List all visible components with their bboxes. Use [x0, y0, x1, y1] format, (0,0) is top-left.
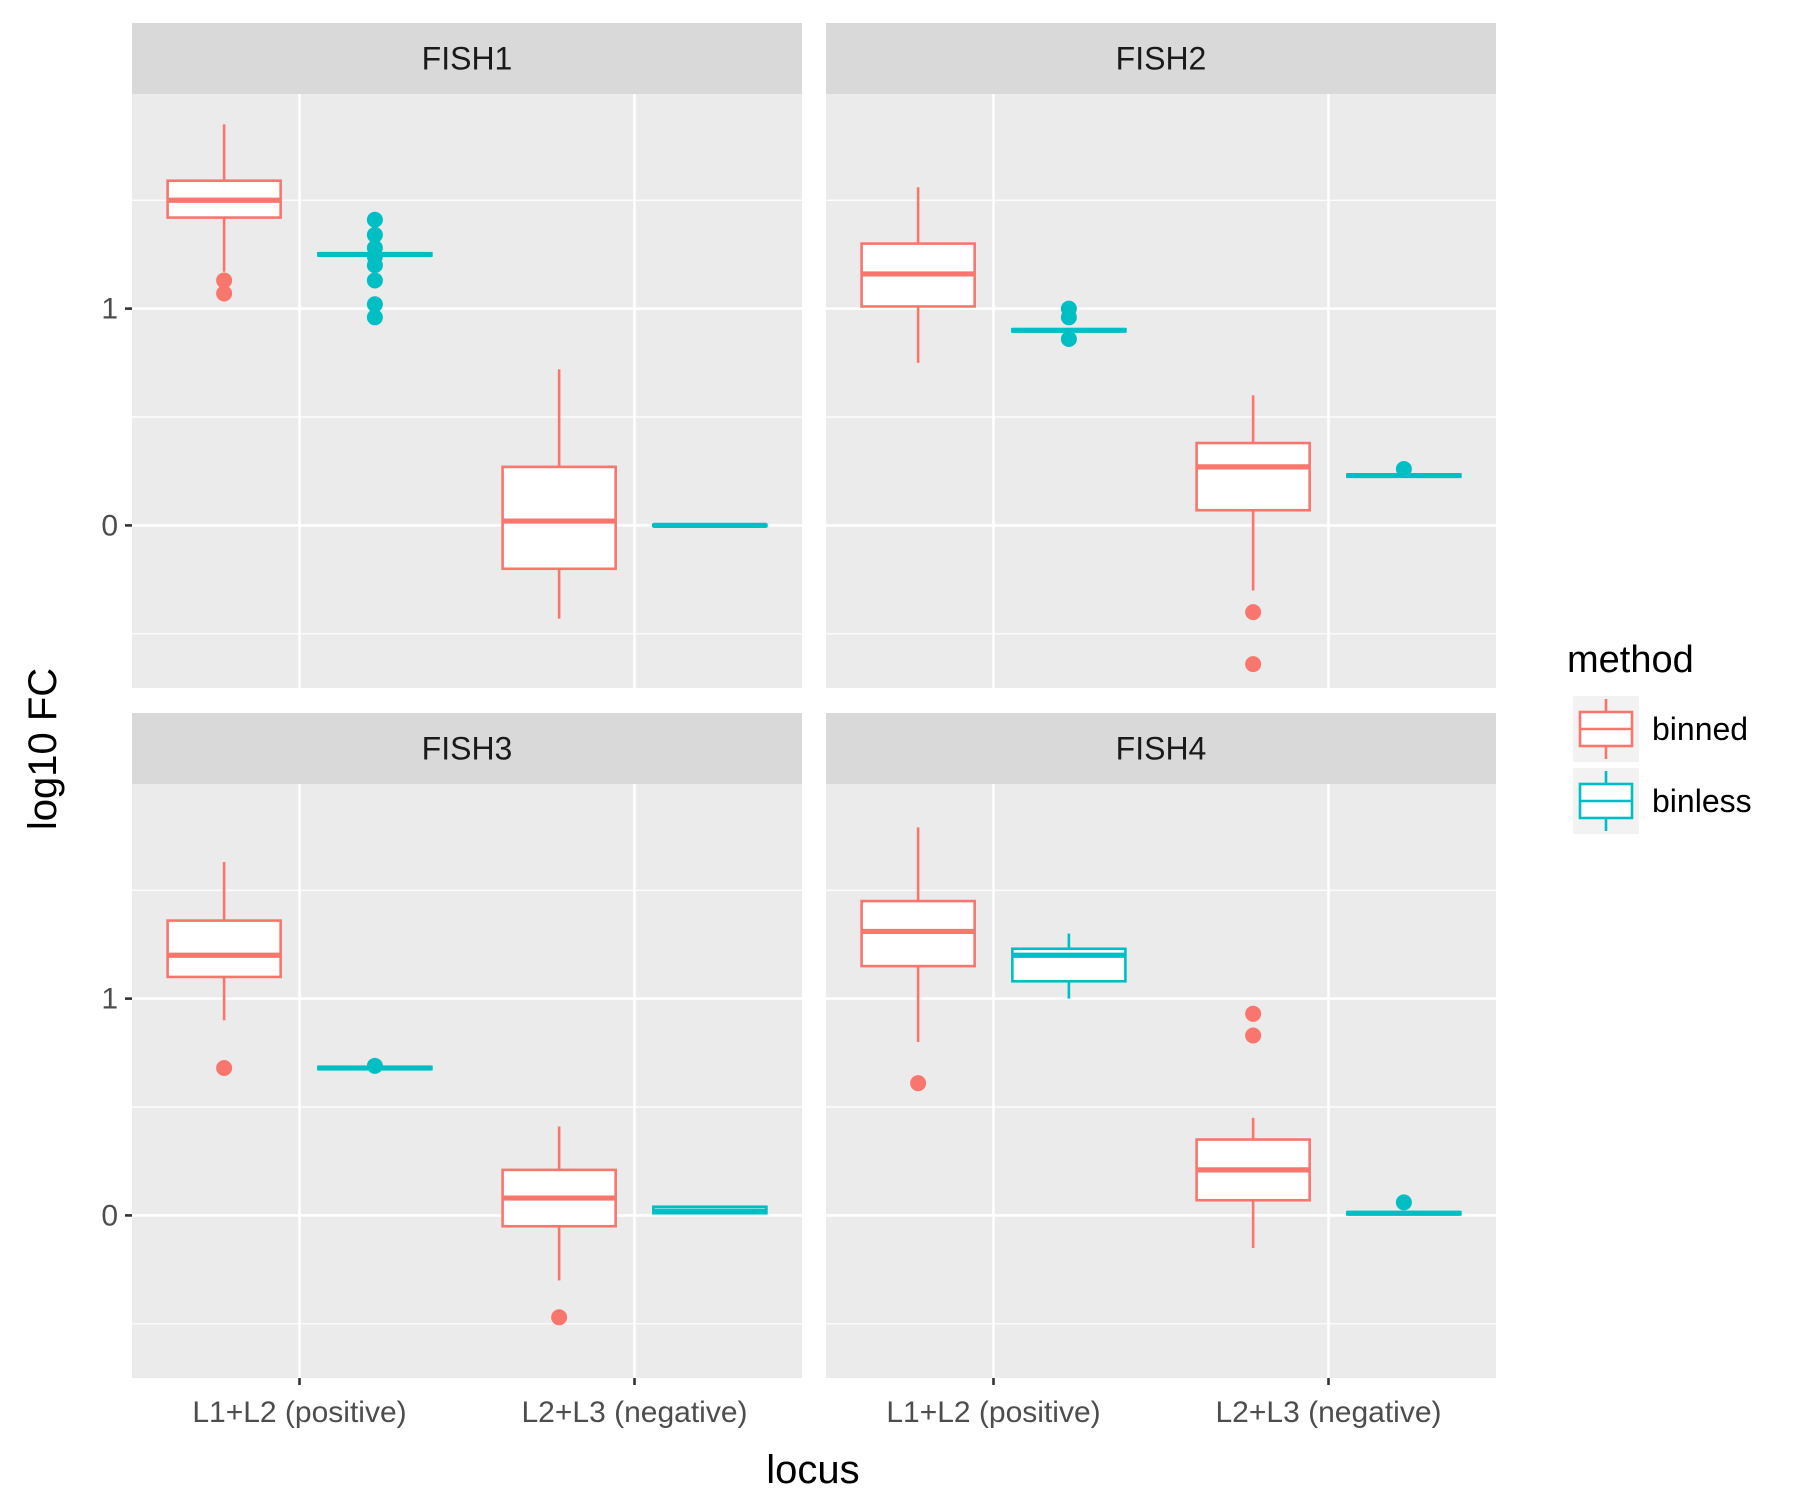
facet-strip [132, 713, 802, 784]
box-binless [1346, 461, 1462, 479]
outlier-point [366, 309, 383, 326]
outlier-point [366, 226, 383, 243]
y-tick-label: 0 [101, 1199, 118, 1232]
facet-strip [826, 23, 1496, 94]
box-binned [501, 369, 617, 619]
outlier-point [216, 272, 233, 289]
box-binned [1195, 395, 1311, 673]
facet-panels: FISH1 FISH2 FISH3 FISH4 [132, 23, 1496, 1378]
box-binned [860, 187, 976, 363]
facet-panel-fish4: FISH4 [826, 713, 1496, 1378]
box-binned [166, 862, 282, 1076]
facet-strip-label: FISH2 [1116, 41, 1207, 77]
outlier-point [1245, 1005, 1262, 1022]
box-iqr [501, 465, 617, 571]
outlier-point [366, 272, 383, 289]
outlier-point [1395, 1194, 1412, 1211]
legend-label: binned [1652, 711, 1748, 747]
outlier-point [551, 1309, 568, 1326]
facet-panel-fish2: FISH2 [826, 23, 1496, 688]
facet-strip-label: FISH4 [1116, 731, 1207, 767]
panel-background [132, 784, 802, 1378]
outlier-point [366, 257, 383, 274]
outlier-point [1060, 309, 1077, 326]
box-binless [652, 522, 768, 529]
box-binned [166, 124, 282, 302]
x-axis-title: locus [766, 1448, 859, 1492]
x-tick-label: L1+L2 (positive) [192, 1396, 406, 1429]
outlier-point [1245, 604, 1262, 621]
legend-label: binless [1652, 783, 1752, 819]
legend: method binned binless [1567, 639, 1752, 834]
legend-entry-binless: binless [1573, 768, 1752, 834]
facet-strip [132, 23, 802, 94]
x-tick-label: L2+L3 (negative) [1216, 1396, 1442, 1429]
facet-strip-label: FISH3 [422, 731, 513, 767]
y-tick-label: 0 [101, 509, 118, 542]
outlier-point [216, 285, 233, 302]
y-axis: 0 1 0 1 [101, 293, 132, 1232]
y-tick-label: 1 [101, 983, 118, 1016]
outlier-point [1245, 656, 1262, 673]
outlier-point [366, 211, 383, 228]
facet-strip-label: FISH1 [422, 41, 513, 77]
outlier-point [910, 1075, 927, 1092]
legend-title: method [1567, 639, 1694, 681]
outlier-point [1245, 1027, 1262, 1044]
outlier-point [366, 1057, 383, 1074]
box-binless [1011, 300, 1127, 347]
legend-entry-binned: binned [1573, 696, 1748, 762]
box-binned [1195, 1005, 1311, 1248]
panel-background [826, 784, 1496, 1378]
box-binless [1011, 933, 1127, 999]
box-binned [501, 1126, 617, 1326]
outlier-point [1395, 461, 1412, 478]
panel-background [826, 94, 1496, 688]
x-tick-label: L2+L3 (negative) [522, 1396, 748, 1429]
box-binless [1346, 1194, 1462, 1216]
box-binless [317, 211, 433, 326]
facet-panel-fish3: FISH3 [132, 713, 802, 1378]
y-axis-title: log10 FC [21, 668, 65, 830]
box-iqr [1195, 441, 1311, 512]
x-tick-label: L1+L2 (positive) [886, 1396, 1100, 1429]
outlier-point [216, 1059, 233, 1076]
box-binned [860, 827, 976, 1092]
box-binless [317, 1057, 433, 1074]
facet-strip [826, 713, 1496, 784]
box-binless [652, 1205, 768, 1215]
facet-panel-fish1: FISH1 [132, 23, 802, 688]
outlier-point [1060, 330, 1077, 347]
x-axis: L1+L2 (positive) L2+L3 (negative) L1+L2 (p… [192, 1378, 1442, 1429]
outlier-point [366, 296, 383, 313]
y-tick-label: 1 [101, 293, 118, 326]
box-iqr [166, 919, 282, 979]
